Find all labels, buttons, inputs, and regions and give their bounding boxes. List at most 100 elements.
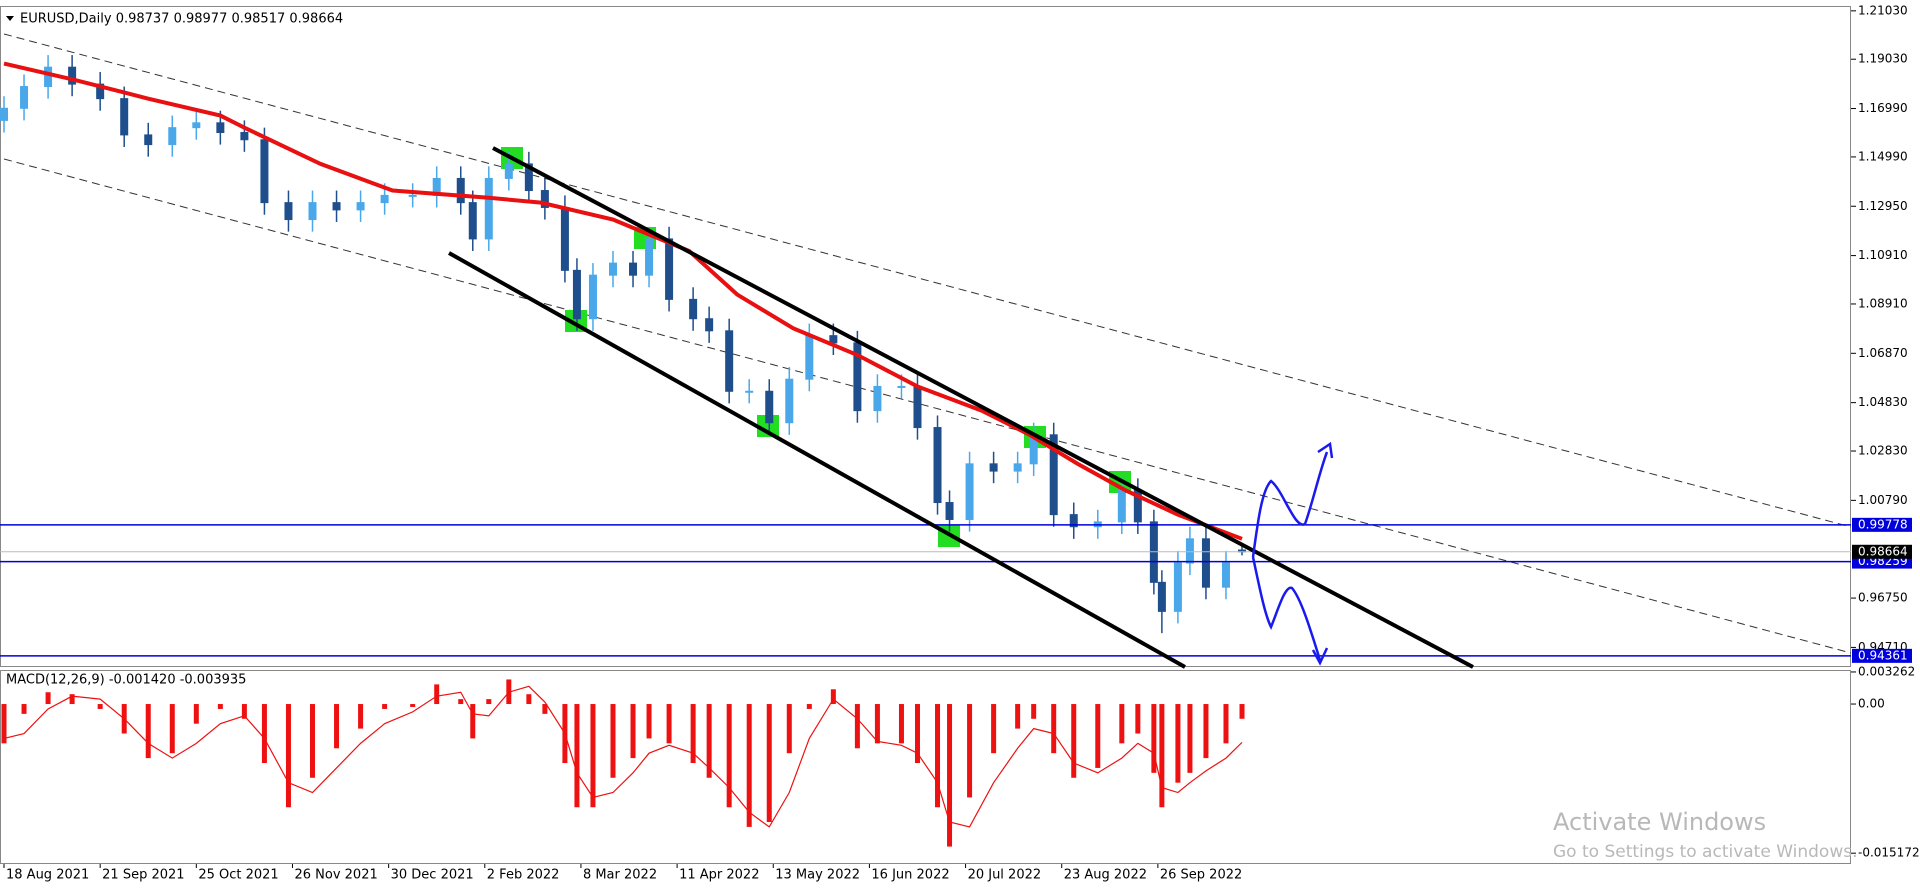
macd-bar	[310, 704, 316, 778]
macd-bar	[947, 704, 953, 847]
candle-body	[484, 177, 493, 240]
macd-bar	[358, 704, 364, 729]
macd-bar	[726, 704, 732, 808]
candle-body	[168, 127, 177, 146]
candle-body	[785, 378, 794, 424]
macd-bar	[854, 704, 860, 749]
macd-bar	[1223, 704, 1229, 744]
candle-body	[504, 163, 513, 179]
watermark-subtitle: Go to Settings to activate Windows.	[1553, 842, 1858, 862]
candle-body	[965, 463, 974, 520]
price-frame	[0, 6, 1851, 667]
candle-body	[1013, 463, 1022, 472]
macd-bar	[1071, 704, 1077, 778]
macd-bar	[706, 704, 712, 778]
macd-bar	[590, 704, 596, 808]
macd-bar	[1187, 704, 1193, 773]
watermark-title: Activate Windows	[1553, 808, 1766, 836]
candle-body	[665, 238, 674, 300]
candle-body	[560, 206, 569, 271]
x-tick-label: 20 Jul 2022	[968, 868, 1042, 883]
macd-bar	[935, 704, 941, 808]
candle-body	[765, 390, 774, 424]
y-tick-label: 1.04830	[1858, 395, 1908, 409]
candle-body	[572, 269, 581, 320]
dashed-trendline	[3, 158, 1852, 654]
x-tick-label: 2 Feb 2022	[487, 868, 560, 883]
macd-bar	[786, 704, 792, 754]
candle-body	[829, 335, 838, 344]
channel-line	[492, 146, 1474, 669]
signal-line	[3, 685, 1243, 828]
dashed-trendline	[3, 33, 1852, 528]
macd-bar	[1095, 704, 1101, 768]
macd-bar	[217, 704, 223, 709]
macd-bar	[97, 704, 103, 709]
macd-bar	[470, 704, 476, 739]
macd-bar	[1119, 704, 1125, 744]
y-tick-label: 1.14990	[1858, 149, 1908, 163]
macd-bar	[991, 704, 997, 754]
candle-body	[120, 98, 129, 136]
macd-bar	[1031, 704, 1037, 719]
candle-body	[913, 385, 922, 429]
level-label: 0.94361	[1858, 648, 1908, 662]
macd-bar	[21, 704, 27, 714]
macd-bar	[410, 704, 416, 707]
macd-bar	[690, 704, 696, 764]
macd-bar	[806, 704, 812, 709]
x-tick-label: 8 Mar 2022	[583, 868, 657, 883]
y-tick-label: 1.10910	[1858, 248, 1908, 262]
candle-body	[192, 122, 201, 129]
y-tick-label: 0.96750	[1858, 591, 1908, 605]
y-tick-label: 1.00790	[1858, 493, 1908, 507]
candle-body	[44, 66, 53, 88]
level-label-box	[1852, 517, 1912, 532]
macd-bar	[261, 704, 267, 764]
level-label-box	[1852, 648, 1912, 663]
candle-body	[356, 202, 365, 211]
macd-bar	[898, 704, 904, 744]
x-tick-label: 25 Oct 2021	[198, 868, 278, 883]
macd-title: MACD(12,26,9) -0.001420 -0.003935	[6, 673, 246, 688]
candle-body	[468, 202, 477, 240]
macd-bar	[1203, 704, 1209, 759]
macd-bar	[874, 704, 880, 744]
candle-body	[1185, 538, 1194, 564]
y-tick-label: -0.015172	[1858, 846, 1920, 860]
candle-body	[1173, 562, 1182, 612]
macd-bar	[1175, 704, 1181, 783]
macd-bar	[434, 684, 440, 705]
current-price-box	[1852, 544, 1912, 559]
macd-bar	[746, 704, 752, 827]
candle-body	[1201, 538, 1210, 588]
candle-body	[240, 131, 249, 141]
macd-bar	[542, 704, 548, 714]
macd-bar	[646, 704, 652, 739]
candle-body	[1069, 514, 1078, 528]
chart-title: EURUSD,Daily 0.98737 0.98977 0.98517 0.9…	[20, 12, 343, 27]
macd-bar	[145, 704, 151, 759]
y-tick-label: 1.12950	[1858, 199, 1908, 213]
macd-bar	[666, 704, 672, 744]
macd-bar	[1239, 704, 1245, 719]
current-price-label: 0.98664	[1858, 544, 1908, 558]
candle-body	[260, 139, 269, 204]
up-arrow	[1251, 451, 1329, 558]
candle-body	[332, 202, 341, 211]
plot-area: 1.21030 1.19030 1.16990 1.14990 1.12950 1.109…	[0, 3, 1920, 883]
channel-line	[448, 251, 1186, 669]
candle-body	[144, 134, 153, 146]
macd-bar	[382, 704, 388, 709]
candle-body	[308, 202, 317, 221]
macd-bar	[334, 704, 340, 749]
macd-bar	[241, 704, 247, 719]
x-tick-label: 30 Dec 2021	[391, 868, 474, 883]
x-tick-label: 26 Nov 2021	[294, 868, 377, 883]
x-tick-label: 23 Aug 2022	[1064, 868, 1147, 883]
candle-body	[725, 330, 734, 392]
macd-bar	[630, 704, 636, 759]
macd-bar	[1151, 704, 1157, 773]
